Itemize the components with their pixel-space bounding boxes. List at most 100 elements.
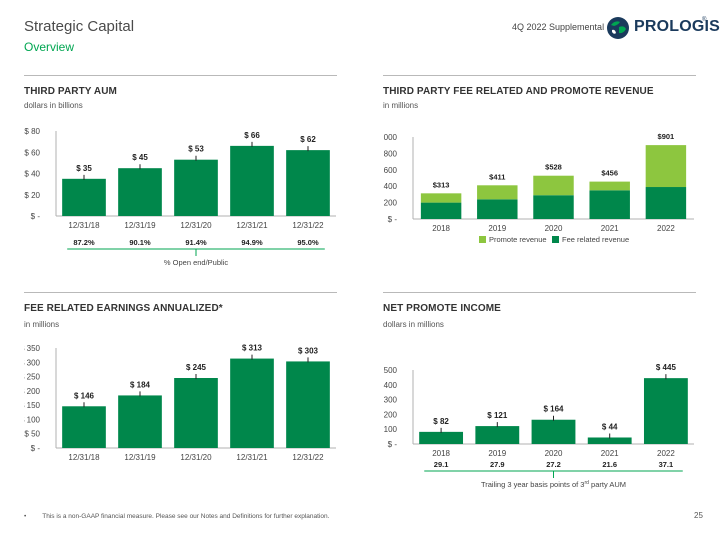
x-tick-label: 12/31/21 [236, 221, 268, 230]
y-tick-label: $ - [31, 212, 41, 221]
bottom-metric-label: 91.4% [185, 238, 207, 247]
fee-related-bar [477, 199, 518, 219]
bar [587, 437, 632, 444]
bottom-metric-label: 37.1 [659, 460, 674, 469]
bottom-caption-tail: party AUM [589, 480, 626, 489]
y-tick-label: $ 80 [24, 127, 40, 136]
bottom-caption-main: Trailing 3 year basis points of 3 [481, 480, 585, 489]
x-tick-label: 12/31/18 [68, 221, 100, 230]
aum-chart: $ - $ 20 $ 40 $ 60 $ 80 $ 35 12/31/18 $ 45 12/31… [24, 127, 336, 267]
data-label: $ 53 [188, 145, 204, 154]
x-tick-label: 2022 [657, 224, 675, 233]
promote-bar [533, 175, 574, 196]
y-tick-label: $ 350 [24, 344, 41, 353]
divider-fee-rev [383, 75, 696, 76]
page-number: 25 [694, 511, 703, 520]
y-tick-label: $ 100 [24, 415, 41, 424]
bar [230, 145, 274, 216]
bottom-metric-label: 27.2 [546, 460, 561, 469]
data-label: $ 164 [543, 405, 564, 414]
bar [286, 150, 330, 216]
x-tick-label: 12/31/18 [68, 453, 100, 460]
bottom-metric-label: 95.0% [297, 238, 319, 247]
bar [174, 159, 218, 216]
page-subtitle: Overview [24, 40, 75, 54]
supplemental-label: 4Q 2022 Supplemental [512, 22, 605, 32]
bar [118, 168, 162, 216]
divider-npi [383, 292, 696, 293]
y-tick-label: $ 100 [383, 425, 398, 434]
bottom-metric-label: 27.9 [490, 460, 505, 469]
x-tick-label: 2022 [657, 449, 675, 458]
bottom-caption: Trailing 3 year basis points of 3rd part… [481, 480, 626, 489]
bar [475, 426, 520, 444]
bar [118, 395, 162, 448]
fee-rev-subtitle: in millions [383, 101, 419, 110]
y-tick-label: $ - [388, 215, 398, 224]
promote-bar [589, 181, 630, 191]
bottom-metric-label: 29.1 [434, 460, 449, 469]
x-tick-label: 12/31/22 [292, 453, 324, 460]
x-tick-label: 2020 [545, 224, 563, 233]
legend-swatch-promote [479, 236, 486, 243]
x-tick-label: 2021 [601, 224, 619, 233]
legend-swatch-fee [552, 236, 559, 243]
y-tick-label: $ 200 [24, 387, 41, 396]
x-tick-label: 2019 [488, 224, 506, 233]
x-tick-label: 12/31/21 [236, 453, 268, 460]
y-tick-label: $ - [31, 444, 41, 453]
legend-label-promote: Promote revenue [489, 235, 547, 244]
bottom-metric-label: 87.2% [73, 238, 95, 247]
bottom-caption: % Open end/Public [164, 258, 228, 267]
y-tick-label: $ 300 [24, 358, 41, 367]
data-label: $ 445 [656, 363, 677, 372]
npi-title: NET PROMOTE INCOME [383, 303, 501, 314]
data-label: $ 146 [74, 391, 95, 400]
bottom-metric-label: 94.9% [241, 238, 263, 247]
fee-related-bar [420, 202, 462, 219]
logo-registered-mark: ® [702, 17, 707, 23]
y-tick-label: $ 20 [24, 191, 40, 200]
data-label: $ 44 [602, 422, 618, 431]
total-label: $313 [433, 180, 450, 189]
y-tick-label: $ 200 [383, 199, 398, 208]
fee-related-bar [645, 187, 687, 219]
total-label: $901 [658, 132, 675, 141]
bottom-caption-superscript: rd [584, 480, 589, 486]
footnote: • This is a non-GAAP financial measure. P… [24, 513, 329, 520]
fee-rev-chart: $ - $ 200 $ 400 $ 600 $ 800 $ 1,000 $313 2018 $4… [383, 132, 694, 244]
fre-chart: $ - $ 50 $ 100 $ 150 $ 200 $ 250 $ 300 $ 350 $ 1… [24, 344, 336, 460]
data-label: $ 62 [300, 135, 316, 144]
x-tick-label: 12/31/20 [180, 221, 212, 230]
y-tick-label: $ 250 [24, 373, 41, 382]
bar [62, 406, 106, 448]
y-tick-label: $ 60 [24, 148, 40, 157]
x-tick-label: 2018 [432, 224, 450, 233]
y-tick-label: $ 50 [24, 430, 40, 439]
bar [531, 419, 576, 444]
data-label: $ 245 [186, 363, 207, 372]
fee-related-bar [533, 195, 574, 219]
y-tick-label: $ 1,000 [383, 133, 398, 142]
data-label: $ 121 [487, 411, 508, 420]
aum-title: THIRD PARTY AUM [24, 86, 117, 97]
bar [419, 431, 464, 444]
promote-bar [477, 185, 518, 200]
footnote-text: This is a non-GAAP financial measure. Pl… [42, 513, 330, 520]
x-tick-label: 2018 [432, 449, 450, 458]
data-label: $ 45 [132, 153, 148, 162]
data-label: $ 184 [130, 380, 151, 389]
bar [643, 378, 688, 444]
data-label: $ 66 [244, 131, 260, 140]
y-tick-label: $ 150 [24, 401, 41, 410]
y-tick-label: $ 400 [383, 182, 398, 191]
page-title: Strategic Capital [24, 18, 135, 35]
y-tick-label: $ 40 [24, 170, 40, 179]
bottom-metric-label: 90.1% [129, 238, 151, 247]
promote-bar [420, 193, 462, 203]
x-tick-label: 12/31/20 [180, 453, 212, 460]
y-tick-label: $ 600 [383, 166, 398, 175]
fre-title: FEE RELATED EARNINGS ANNUALIZED* [24, 303, 223, 314]
total-label: $411 [489, 172, 505, 181]
fre-subtitle: in millions [24, 320, 60, 329]
